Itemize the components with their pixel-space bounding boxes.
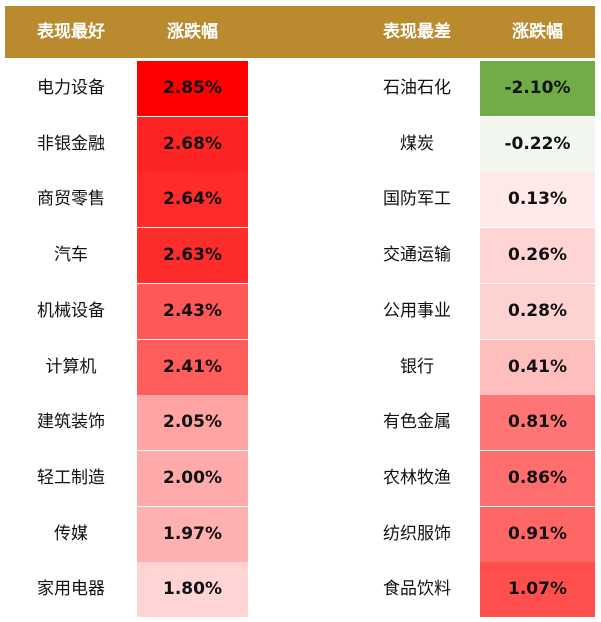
best-sector-change: 2.64% (137, 172, 248, 227)
best-sector-change: 1.80% (137, 562, 248, 617)
worst-sector-name: 食品饮料 (383, 579, 451, 599)
worst-sector-change: 0.86% (480, 451, 595, 506)
best-sector-name: 机械设备 (37, 301, 105, 321)
best-sector-change: 2.43% (137, 284, 248, 339)
header-best-label: 表现最好 (37, 22, 105, 42)
best-sector-change: 2.85% (137, 61, 248, 116)
worst-sector-name: 国防军工 (383, 189, 451, 209)
worst-sector-change: 0.26% (480, 228, 595, 283)
best-sector-name: 传媒 (54, 524, 88, 544)
worst-sector-change: 0.91% (480, 507, 595, 562)
worst-sector-change: -2.10% (480, 61, 595, 116)
worst-sector-name: 农林牧渔 (383, 468, 451, 488)
best-sector-name: 建筑装饰 (37, 412, 105, 432)
worst-sector-change: -0.22% (480, 117, 595, 172)
best-sector-change: 2.41% (137, 340, 248, 395)
best-sector-change: 1.97% (137, 507, 248, 562)
best-sector-change: 2.05% (137, 395, 248, 450)
best-sector-change: 2.00% (137, 451, 248, 506)
best-sector-name: 汽车 (54, 245, 88, 265)
worst-sector-name: 纺织服饰 (383, 524, 451, 544)
best-sector-name: 计算机 (45, 357, 97, 377)
worst-sector-change: 0.41% (480, 340, 595, 395)
worst-sector-change: 0.13% (480, 172, 595, 227)
worst-sector-name: 煤炭 (400, 134, 434, 154)
best-sector-name: 轻工制造 (37, 468, 105, 488)
worst-sector-name: 有色金属 (383, 412, 451, 432)
best-sector-change: 2.68% (137, 117, 248, 172)
header-best-change: 涨跌幅 (167, 22, 218, 42)
best-sector-name: 商贸零售 (37, 189, 105, 209)
header-worst-change: 涨跌幅 (512, 22, 563, 42)
best-sector-name: 电力设备 (37, 78, 105, 98)
worst-sector-name: 交通运输 (383, 245, 451, 265)
best-sector-name: 家用电器 (37, 579, 105, 599)
worst-sector-name: 石油石化 (383, 78, 451, 98)
best-sector-name: 非银金融 (37, 134, 105, 154)
worst-sector-change: 1.07% (480, 562, 595, 617)
worst-sector-change: 0.28% (480, 284, 595, 339)
best-sector-change: 2.63% (137, 228, 248, 283)
worst-sector-name: 银行 (400, 357, 434, 377)
table-header-bar (5, 6, 595, 58)
worst-sector-change: 0.81% (480, 395, 595, 450)
header-worst-label: 表现最差 (383, 22, 451, 42)
worst-sector-name: 公用事业 (383, 301, 451, 321)
